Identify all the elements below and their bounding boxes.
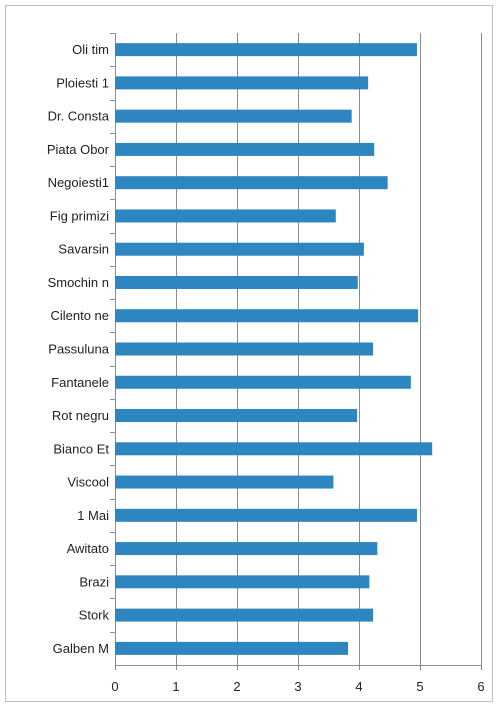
bar	[115, 409, 358, 423]
gridlines	[110, 33, 482, 670]
bar	[115, 109, 352, 123]
bar	[115, 76, 369, 90]
category-labels: Oli tim Ploiesti 1 Dr. Consta Piata Obor Neg…	[47, 42, 110, 656]
bar	[115, 309, 419, 323]
category-label: Rot negru	[52, 408, 109, 423]
x-tick-label: 1	[172, 679, 179, 694]
category-label: Bianco Et	[53, 441, 109, 456]
category-label: Stork	[79, 608, 110, 623]
bar	[115, 641, 349, 655]
bar	[115, 475, 334, 489]
x-tick-label: 5	[416, 679, 423, 694]
bar	[115, 342, 374, 356]
category-label: Oli tim	[72, 42, 109, 57]
bar	[115, 575, 370, 589]
bar	[115, 209, 336, 223]
bar	[115, 608, 374, 622]
category-label: Fig primizi	[50, 208, 109, 223]
x-tick-labels: 0 1 2 3 4 5 6	[111, 679, 484, 694]
category-label: Dr. Consta	[48, 109, 110, 124]
bar	[115, 176, 388, 190]
x-tick-label: 3	[294, 679, 301, 694]
bar	[115, 442, 433, 456]
category-label: 1 Mai	[77, 508, 109, 523]
x-tick-label: 4	[355, 679, 362, 694]
category-label: Brazi	[79, 574, 109, 589]
category-label: Ploiesti 1	[56, 75, 109, 90]
category-label: Savarsin	[58, 242, 109, 257]
bar	[115, 375, 411, 389]
category-label: Viscool	[67, 475, 109, 490]
category-label: Galben M	[53, 641, 109, 656]
bar	[115, 43, 417, 57]
bar	[115, 542, 378, 556]
category-label: Smochin n	[48, 275, 109, 290]
category-label: Awitato	[67, 541, 109, 556]
category-label: Passuluna	[48, 342, 109, 357]
category-label: Piata Obor	[47, 142, 110, 157]
bars	[115, 43, 433, 655]
category-label: Negoiesti1	[48, 175, 109, 190]
bar	[115, 275, 358, 289]
category-label: Cilento ne	[50, 308, 109, 323]
x-tick-label: 2	[233, 679, 240, 694]
category-label: Fantanele	[51, 375, 109, 390]
bar	[115, 142, 375, 156]
x-tick-label: 0	[111, 679, 118, 694]
bar	[115, 508, 417, 522]
x-tick-label: 6	[477, 679, 484, 694]
bar	[115, 242, 364, 256]
